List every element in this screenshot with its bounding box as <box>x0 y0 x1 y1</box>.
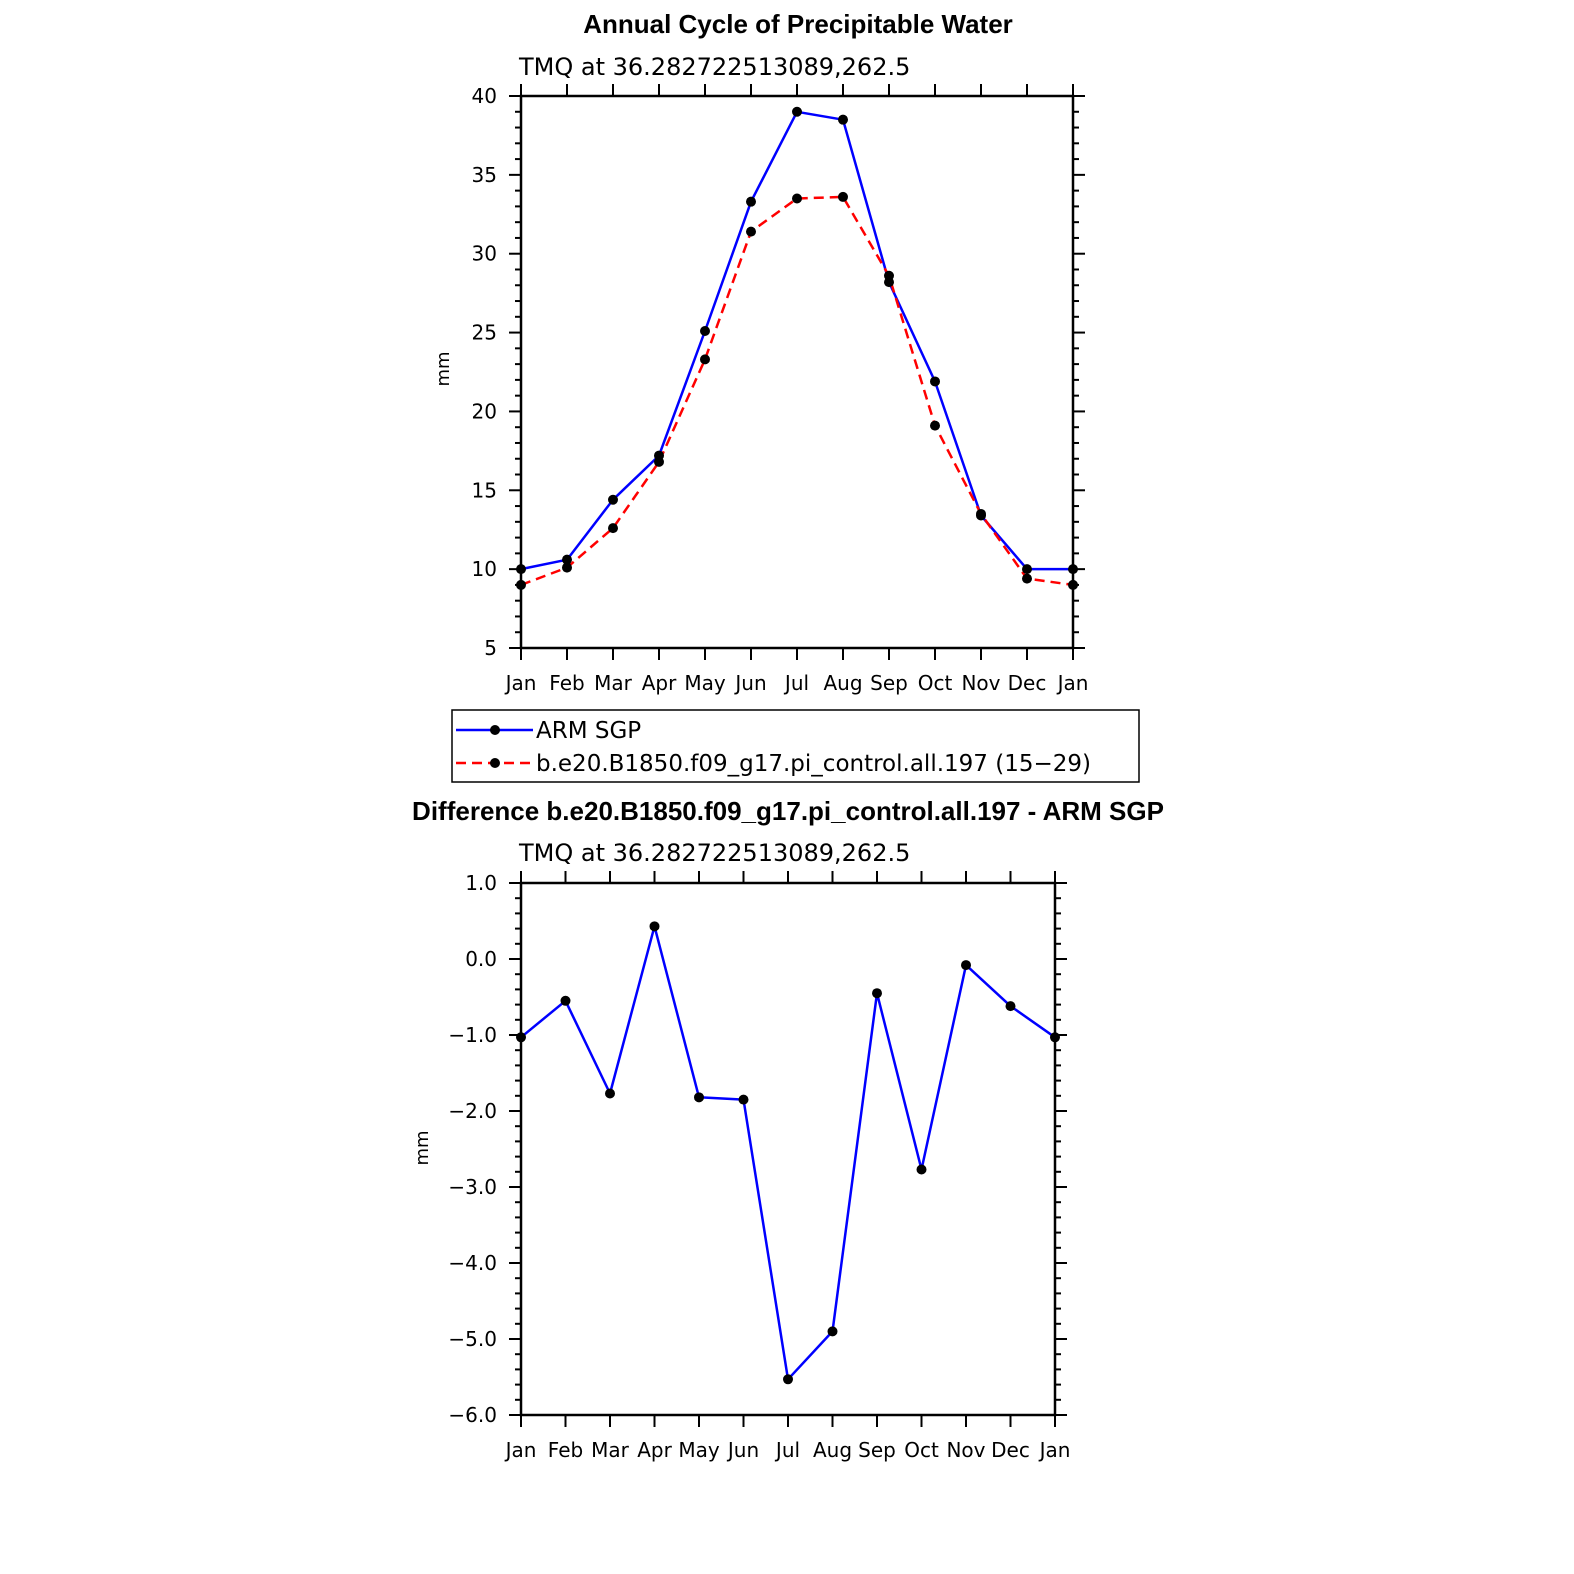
chart1-series-1-point <box>792 193 802 204</box>
chart1-xtick-label: Feb <box>549 671 584 695</box>
chart1-series-1-line <box>520 195 1074 587</box>
legend-label-model: b.e20.B1850.f09_g17.pi_control.all.197 (… <box>536 751 1091 777</box>
chart2-series-0-line <box>520 925 1056 1381</box>
chart2-xtick-label: Feb <box>548 1438 583 1462</box>
chart1-series-1-point <box>930 420 940 431</box>
chart2-xtick-label: Jan <box>504 1438 537 1462</box>
chart1-series-0-point <box>608 494 618 505</box>
chart1-xtick-label: Jun <box>733 671 766 695</box>
chart2-ytick-label: −6.0 <box>448 1403 497 1427</box>
chart1-series-1-point <box>608 523 618 534</box>
chart2-xtick-label: Dec <box>991 1438 1030 1462</box>
chart1-series-0-point <box>930 376 940 387</box>
chart1-plot: 5 10 15 20 25 30 35 40 Jan Feb Mar Apr May Jun Jul Aug S… <box>472 84 1089 695</box>
chart1-ytick-label: 25 <box>472 321 497 345</box>
chart2-xtick-label: Jun <box>726 1438 759 1462</box>
chart1-xtick-label: Jul <box>783 671 809 695</box>
legend-marker-arm-sgp <box>490 725 500 735</box>
chart1-series-1-point <box>654 456 664 467</box>
chart1-xtick-label: May <box>684 671 726 695</box>
chart1-series-0-point <box>562 554 572 565</box>
chart2-title: Difference b.e20.B1850.f09_g17.pi_contro… <box>412 796 1164 826</box>
chart2-xtick-label: Jan <box>1038 1438 1071 1462</box>
chart2-series-0-point <box>649 921 660 932</box>
chart2-series-0-point <box>961 960 971 971</box>
chart2-series-0-point <box>738 1094 749 1105</box>
chart2-ytick-label: −1.0 <box>448 1023 497 1047</box>
chart1-xtick-label: Apr <box>642 671 677 695</box>
chart1-xtick-label: Dec <box>1008 671 1047 695</box>
chart1-series-1-point <box>746 226 756 237</box>
chart2-ytick-label: 1.0 <box>465 871 497 895</box>
chart2-series-0-point <box>783 1374 793 1385</box>
chart1-xtick-label: Jan <box>504 671 537 695</box>
chart1-ytick-label: 35 <box>472 163 497 187</box>
chart1-frame <box>519 94 1075 650</box>
chart1-ytick-label: 5 <box>484 636 497 660</box>
chart2-series-0-point <box>1005 1001 1016 1012</box>
chart2-xtick-label: Aug <box>813 1438 852 1462</box>
chart2-series-0-point <box>694 1092 704 1103</box>
chart2-xtick-label: Mar <box>591 1438 630 1462</box>
chart1-series-1-point <box>562 562 572 573</box>
chart1-xtick-label: Nov <box>961 671 1000 695</box>
chart1-series-1-point <box>700 354 710 365</box>
chart1-series-1-point <box>1068 579 1078 590</box>
chart1-series-1-point <box>976 508 986 519</box>
chart1-series-0-point <box>1068 564 1078 575</box>
chart2-xtick-label: Sep <box>858 1438 896 1462</box>
chart1-xtick-label: Mar <box>594 671 633 695</box>
chart2-xtick-label: May <box>678 1438 720 1462</box>
chart1-ytick-label: 10 <box>472 557 497 581</box>
legend-box <box>451 709 1140 783</box>
chart1-series-1-point <box>516 579 526 590</box>
chart1-xtick-label: Aug <box>823 671 862 695</box>
chart1-legend: ARM SGP b.e20.B1850.f09_g17.pi_control.a… <box>451 709 1140 783</box>
chart2-ylabel: mm <box>412 1130 433 1165</box>
chart2-ytick-label: −3.0 <box>448 1175 497 1199</box>
chart1-series-1-point <box>1022 573 1032 584</box>
chart1-ytick-label: 30 <box>472 242 497 266</box>
chart1-ytick-label: 15 <box>472 478 497 502</box>
chart2-series-0-point <box>827 1326 838 1337</box>
chart2-ytick-label: −5.0 <box>448 1327 497 1351</box>
chart1-title: Annual Cycle of Precipitable Water <box>583 9 1013 39</box>
chart1-xtick-label: Sep <box>870 671 908 695</box>
chart2-xtick-label: Nov <box>946 1438 985 1462</box>
chart1-ytick-label: 40 <box>472 84 497 108</box>
chart2-ytick-label: −2.0 <box>448 1099 497 1123</box>
chart1-series-0-point <box>700 325 710 336</box>
chart1-series-1-point <box>884 270 894 281</box>
legend-label-arm-sgp: ARM SGP <box>536 718 641 744</box>
chart2-xtick-label: Jul <box>774 1438 800 1462</box>
chart2-series-0-point <box>1050 1032 1060 1043</box>
chart2-series-0-point <box>605 1088 615 1099</box>
chart1-series-1-point <box>838 191 848 202</box>
chart2-plot: −6.0 −5.0 −4.0 −3.0 −2.0 −1.0 0.0 1.0 Jan Feb Mar A… <box>448 871 1070 1462</box>
chart1-series-0-point <box>1022 564 1032 575</box>
chart2-frame <box>519 881 1057 1417</box>
chart1-subtitle: TMQ at 36.282722513089,262.5 <box>518 53 910 81</box>
chart1-ylabel: mm <box>433 351 454 386</box>
chart1-series-0-line <box>520 110 1073 571</box>
chart2-subtitle: TMQ at 36.282722513089,262.5 <box>518 839 910 867</box>
chart2-series-0-point <box>916 1164 927 1175</box>
chart2-series-0-point <box>560 995 571 1006</box>
chart1-xtick-label: Oct <box>918 671 953 695</box>
chart1-series-0-point <box>838 114 848 125</box>
chart1-series-0-point <box>746 196 756 207</box>
chart1-ytick-label: 20 <box>472 399 497 423</box>
chart1-series-0-point <box>516 564 526 575</box>
chart1-series-0-point <box>792 106 802 117</box>
chart2-ytick-label: 0.0 <box>465 947 497 971</box>
chart1-xtick-label: Jan <box>1056 671 1089 695</box>
chart2-ytick-label: −4.0 <box>448 1251 497 1275</box>
chart2-xtick-label: Apr <box>637 1438 672 1462</box>
chart2-series-0-point <box>516 1032 526 1043</box>
chart2-series-0-point <box>872 988 882 999</box>
legend-marker-model <box>490 758 500 768</box>
chart2-xtick-label: Oct <box>904 1438 939 1462</box>
